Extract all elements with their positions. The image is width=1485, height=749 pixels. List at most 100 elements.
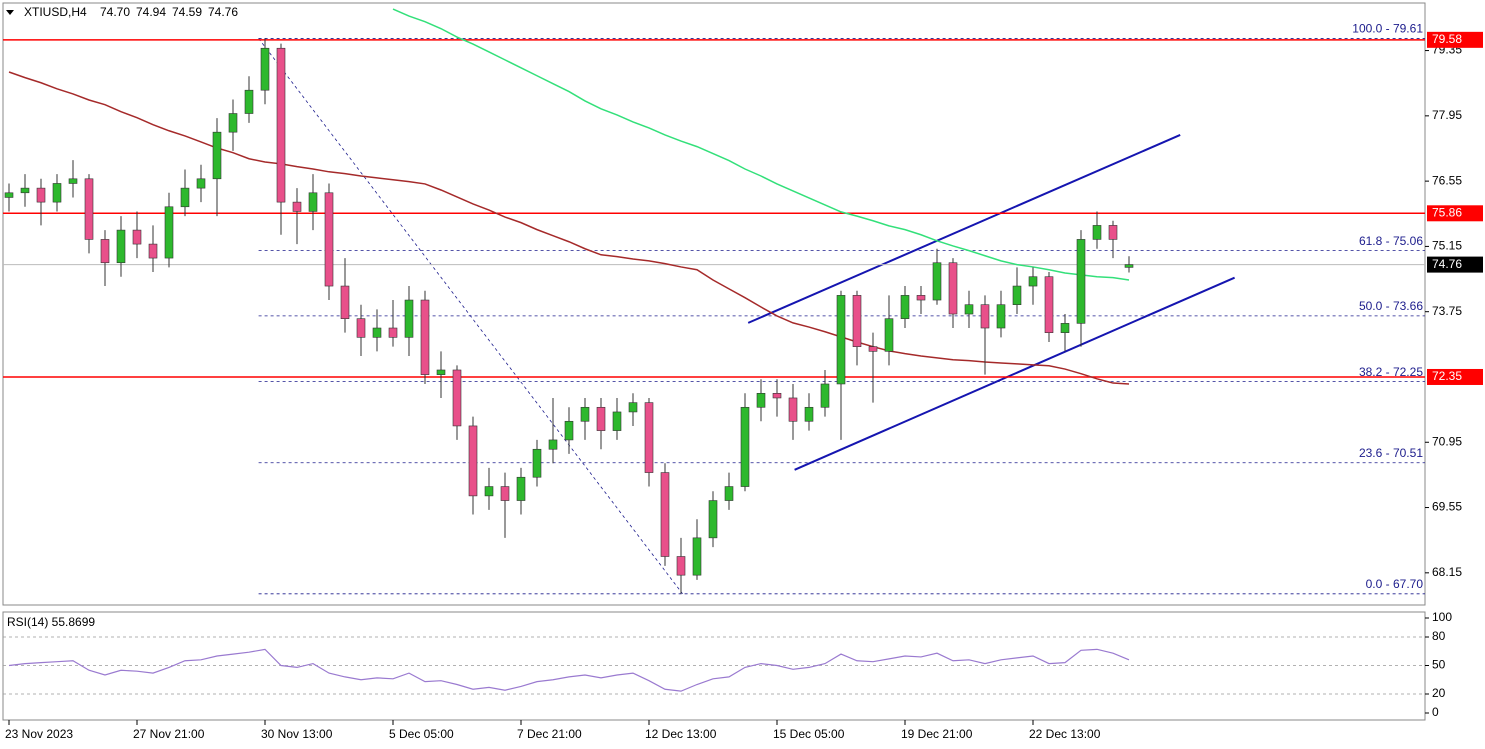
candle-body <box>132 229 142 245</box>
y-tick-label: 76.55 <box>1432 173 1462 187</box>
y-tick-label: 75.15 <box>1432 239 1462 253</box>
candle-body <box>436 369 446 375</box>
x-tick-label: 23 Nov 2023 <box>5 727 73 741</box>
candle-body <box>356 318 366 338</box>
candle-body <box>916 295 926 301</box>
trend-line <box>794 276 1236 471</box>
candle-body <box>452 369 462 427</box>
candle-body <box>612 411 622 431</box>
candle-body <box>292 201 302 212</box>
candle-body <box>1060 323 1070 333</box>
menu-arrow <box>6 10 14 15</box>
rsi-y-tick-label: 100 <box>1432 610 1452 624</box>
rsi-y-tick-label: 80 <box>1432 629 1446 643</box>
candle-body <box>260 47 270 91</box>
candle-body <box>500 486 510 501</box>
trend-line <box>258 38 683 595</box>
ohlc-close: 74.76 <box>208 5 238 19</box>
candle-body <box>660 472 670 557</box>
candle-body <box>756 392 766 408</box>
ohlc-low: 74.59 <box>172 5 202 19</box>
candle-body <box>900 295 910 319</box>
candle-body <box>740 406 750 487</box>
x-tick-label: 30 Nov 13:00 <box>261 727 333 741</box>
candle-body <box>100 239 110 264</box>
fib-label: 100.0 - 79.61 <box>1352 22 1423 36</box>
candle-body <box>724 486 734 501</box>
candle-body <box>692 537 702 576</box>
candle-body <box>308 192 318 212</box>
y-tick-label: 77.95 <box>1432 108 1462 122</box>
candle-body <box>596 406 606 431</box>
candle-body <box>980 304 990 329</box>
candle-body <box>884 318 894 352</box>
current-price-label: 74.76 <box>1432 257 1462 271</box>
candle-body <box>84 178 94 240</box>
y-tick-label: 68.15 <box>1432 565 1462 579</box>
candle-body <box>36 187 46 203</box>
x-tick-label: 7 Dec 21:00 <box>517 727 582 741</box>
candle-body <box>52 183 62 203</box>
candle-body <box>628 402 638 413</box>
candle-body <box>516 476 526 501</box>
candle-body <box>324 192 334 287</box>
price-panel-frame <box>2 2 1426 606</box>
level-box <box>1427 368 1483 385</box>
moving-average <box>392 8 1130 281</box>
candle-body <box>148 243 158 259</box>
candle-body <box>164 206 174 259</box>
candle-body <box>1012 285 1022 305</box>
candle-body <box>404 299 414 338</box>
level-label: 72.35 <box>1432 369 1462 383</box>
candle-body <box>388 327 398 338</box>
candle-body <box>180 187 190 208</box>
candle-body <box>276 47 286 203</box>
fib-label: 50.0 - 73.66 <box>1359 299 1423 313</box>
candle-body <box>4 192 14 198</box>
candle-body <box>1076 239 1086 324</box>
candle-body <box>564 420 574 441</box>
candle-body <box>372 327 382 338</box>
current-price-box <box>1427 256 1483 273</box>
candle-body <box>468 425 478 497</box>
x-tick-label: 12 Dec 13:00 <box>645 727 717 741</box>
rsi-y-tick-label: 20 <box>1432 686 1446 700</box>
x-tick-label: 27 Nov 21:00 <box>133 727 205 741</box>
candle-body <box>852 295 862 347</box>
candle-body <box>532 448 542 478</box>
fib-label: 61.8 - 75.06 <box>1359 234 1423 248</box>
level-box <box>1427 205 1483 222</box>
level-box <box>1427 31 1483 48</box>
candle-body <box>1028 276 1038 287</box>
candle-body <box>820 383 830 408</box>
x-tick-label: 15 Dec 05:00 <box>773 727 845 741</box>
fib-label: 23.6 - 70.51 <box>1359 446 1423 460</box>
rsi-title: RSI(14) 55.8699 <box>7 615 95 629</box>
candle-body <box>580 406 590 422</box>
y-tick-label: 73.75 <box>1432 304 1462 318</box>
candle-body <box>548 439 558 450</box>
candle-body <box>20 187 30 194</box>
candle-body <box>212 131 222 180</box>
candle-body <box>708 500 718 539</box>
x-tick-label: 19 Dec 21:00 <box>901 727 973 741</box>
candle-body <box>420 299 430 375</box>
candle-body <box>196 178 206 189</box>
candle-body <box>964 304 974 315</box>
candle-body <box>228 113 238 133</box>
candle-body <box>836 295 846 385</box>
level-label: 79.58 <box>1432 32 1462 46</box>
candle-body <box>1124 264 1134 268</box>
rsi-y-tick-label: 0 <box>1432 705 1439 719</box>
ohlc-high: 74.94 <box>136 5 166 19</box>
candle-body <box>1044 276 1054 333</box>
candle-body <box>676 556 686 576</box>
candle-body <box>932 262 942 301</box>
moving-average <box>8 71 1130 385</box>
candle-body <box>1092 225 1102 240</box>
candle-body <box>788 397 798 422</box>
y-tick-label: 70.95 <box>1432 434 1462 448</box>
candle-body <box>116 229 126 264</box>
fib-label: 0.0 - 67.70 <box>1366 577 1424 591</box>
